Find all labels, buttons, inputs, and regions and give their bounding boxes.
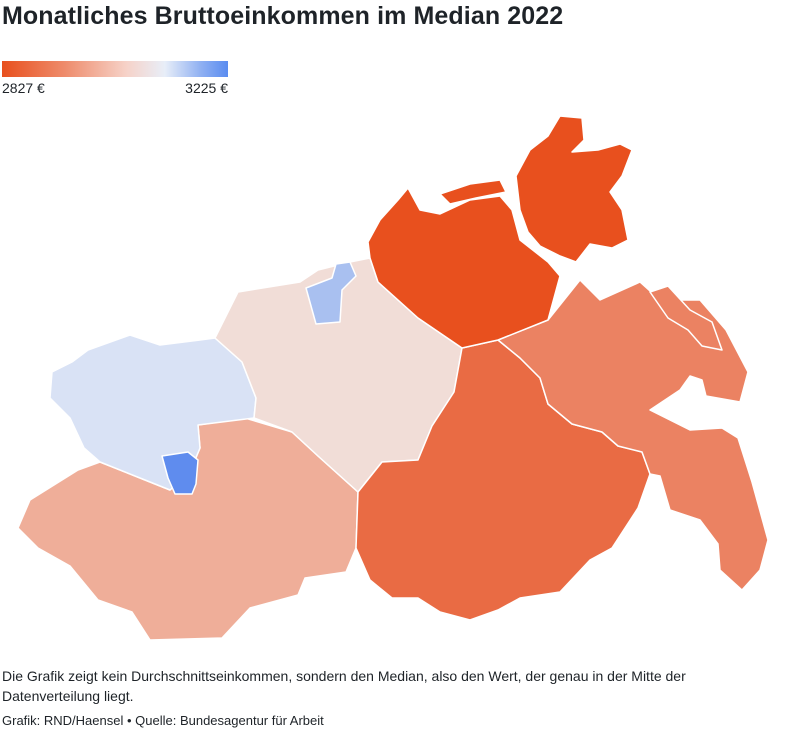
- color-legend: 2827 € 3225 €: [2, 61, 228, 96]
- source-credit: Grafik: RND/Haensel • Quelle: Bundesagen…: [2, 713, 324, 728]
- legend-gradient-bar: [2, 61, 228, 77]
- legend-min-label: 2827 €: [2, 80, 45, 96]
- region-vorpommern-greifswald[interactable]: [497, 279, 769, 591]
- choropleth-map: [17, 115, 769, 641]
- footnote: Die Grafik zeigt kein Durchschnittseinko…: [2, 668, 686, 704]
- region-stadt-rostock[interactable]: [305, 261, 357, 325]
- legend-max-label: 3225 €: [185, 80, 228, 96]
- map-title: Monatliches Bruttoeinkommen im Median 20…: [2, 2, 564, 30]
- region-ruegen-island[interactable]: [515, 115, 633, 263]
- region-schwerin[interactable]: [161, 451, 199, 495]
- legend-labels: 2827 € 3225 €: [2, 80, 228, 96]
- region-vorpommern-ruegen[interactable]: [367, 187, 561, 349]
- region-usedom[interactable]: [649, 285, 723, 351]
- region-darss-peninsula[interactable]: [439, 179, 507, 205]
